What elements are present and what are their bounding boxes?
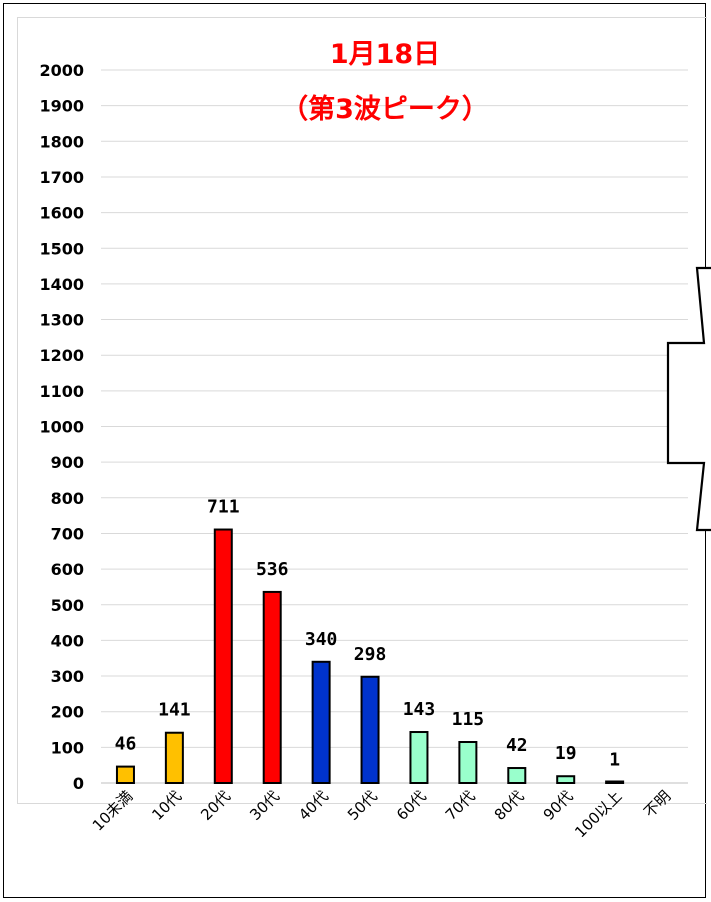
bars (115, 528, 625, 785)
y-tick-label: 1800 (39, 132, 84, 151)
bar (115, 765, 135, 785)
chart-title-line-1: 1月18日 (330, 39, 440, 70)
chart-title-line-2: （第3波ピーク） (281, 93, 489, 125)
y-tick-label: 1900 (39, 97, 84, 116)
bar (556, 775, 576, 785)
y-tick-label: 2000 (39, 61, 84, 80)
y-tick-label: 700 (51, 524, 84, 543)
x-category-label: 不明 (640, 787, 674, 821)
y-tick-label: 800 (51, 489, 84, 508)
data-label: 141 (158, 700, 191, 721)
x-category-label: 100以上 (571, 787, 625, 841)
y-tick-label: 900 (51, 453, 84, 472)
x-category-label: 60代 (393, 787, 430, 824)
gridlines (101, 69, 688, 784)
y-tick-label: 600 (51, 560, 84, 579)
bar (458, 741, 478, 785)
bar (213, 528, 233, 784)
bar (311, 660, 331, 784)
right-arrow-shape (666, 266, 711, 532)
bar (409, 731, 429, 785)
data-label: 536 (256, 559, 289, 580)
x-category-label: 10代 (148, 787, 185, 824)
y-tick-label: 1000 (39, 418, 84, 437)
y-tick-label: 400 (51, 631, 84, 650)
y-tick-label: 1200 (39, 346, 84, 365)
data-label: 143 (403, 699, 436, 720)
bar (164, 731, 184, 785)
y-tick-label: 1100 (39, 382, 84, 401)
y-tick-label: 200 (51, 703, 84, 722)
data-label: 46 (115, 734, 137, 755)
data-label: 115 (452, 709, 485, 730)
y-tick-label: 100 (51, 738, 84, 757)
x-category-label: 20代 (197, 787, 234, 824)
data-label: 1 (609, 750, 620, 771)
x-category-label: 40代 (295, 787, 332, 824)
y-axis-ticks: 0 100 200 300 400 500 600 700 800 900 1000 1100 1200… (39, 61, 84, 793)
x-category-label: 80代 (491, 787, 528, 824)
plot-area-border (17, 17, 707, 804)
bar (262, 590, 282, 785)
y-tick-label: 1300 (39, 311, 84, 330)
chart-title: 1月18日 （第3波ピーク） (281, 39, 489, 125)
x-category-label: 90代 (540, 787, 577, 824)
bar (360, 675, 380, 784)
x-category-label: 30代 (246, 787, 283, 824)
y-tick-label: 0 (73, 774, 84, 793)
x-category-label: 70代 (442, 787, 479, 824)
data-label: 19 (555, 743, 577, 764)
data-label: 298 (354, 644, 387, 665)
y-tick-label: 1700 (39, 168, 84, 187)
data-label: 711 (207, 497, 240, 518)
data-labels: 46 141 711 536 340 298 143 115 42 19 1 (115, 497, 620, 771)
y-tick-label: 500 (51, 596, 84, 615)
bar (507, 767, 527, 784)
x-category-label: 10未満 (89, 787, 136, 834)
y-tick-label: 1400 (39, 275, 84, 294)
bar (605, 780, 625, 784)
x-category-label: 50代 (344, 787, 381, 824)
y-tick-label: 1500 (39, 239, 84, 258)
y-tick-label: 300 (51, 667, 84, 686)
data-label: 340 (305, 629, 338, 650)
data-label: 42 (506, 735, 528, 756)
y-tick-label: 1600 (39, 204, 84, 223)
